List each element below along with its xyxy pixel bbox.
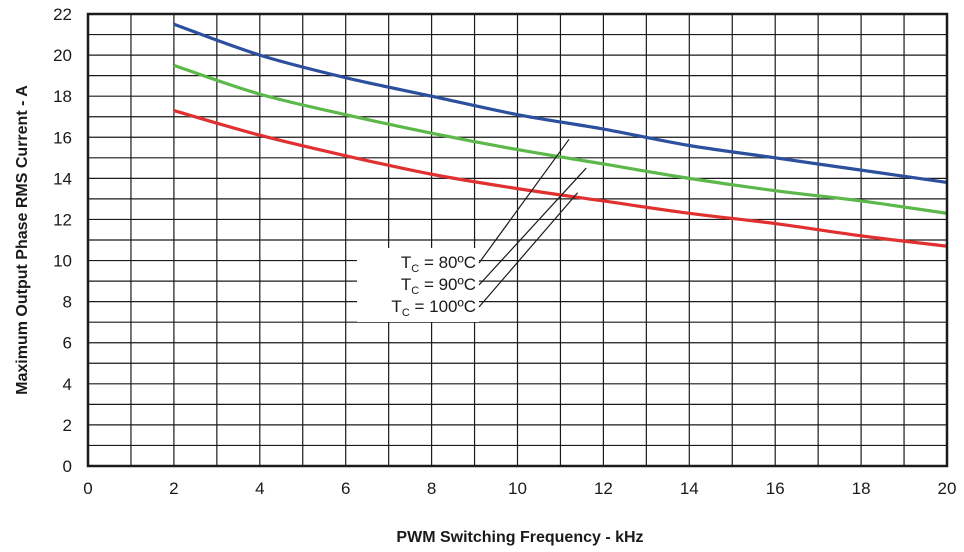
y-tick-labels: 0 2 4 6 8 10 12 14 16 18 20 22 <box>53 5 72 476</box>
y-tick-label: 0 <box>63 457 72 476</box>
x-tick-label: 2 <box>169 479 178 498</box>
y-tick-label: 16 <box>53 128 72 147</box>
x-tick-label: 8 <box>427 479 436 498</box>
x-tick-label: 6 <box>341 479 350 498</box>
y-tick-label: 8 <box>63 293 72 312</box>
x-tick-label: 14 <box>680 479 699 498</box>
y-tick-label: 6 <box>63 334 72 353</box>
y-tick-label: 10 <box>53 252 72 271</box>
series-line-3 <box>173 109 948 248</box>
annotation-label: TC = 90ºC <box>401 275 476 297</box>
x-tick-label: 0 <box>83 479 92 498</box>
annotation-leader-line <box>478 138 570 264</box>
annotation-leader-line <box>478 167 587 286</box>
y-tick-label: 22 <box>53 5 72 24</box>
y-tick-label: 20 <box>53 46 72 65</box>
x-axis-title: PWM Switching Frequency - kHz <box>396 529 643 546</box>
annotation-label: TC = 100ºC <box>391 297 476 319</box>
annotation-label: TC = 80ºC <box>401 253 476 275</box>
series-lines <box>173 22 948 248</box>
y-tick-label: 14 <box>53 169 72 188</box>
y-tick-label: 12 <box>53 210 72 229</box>
y-axis-title: Maximum Output Phase RMS Current - A <box>14 85 31 395</box>
annotation-leader-line <box>478 192 579 308</box>
y-tick-label: 4 <box>63 375 72 394</box>
y-tick-label: 2 <box>63 416 72 435</box>
annotation-label-box <box>357 248 479 322</box>
x-tick-labels: 0 2 4 6 8 10 12 14 16 18 20 <box>83 479 956 498</box>
series-line-2 <box>173 63 948 215</box>
series-line-1 <box>173 22 948 185</box>
x-tick-label: 18 <box>852 479 871 498</box>
plot-frame <box>86 12 949 468</box>
x-tick-label: 10 <box>508 479 527 498</box>
y-tick-label: 18 <box>53 87 72 106</box>
x-tick-label: 12 <box>594 479 613 498</box>
grid-lines <box>88 14 947 466</box>
x-tick-label: 4 <box>255 479 264 498</box>
x-tick-label: 20 <box>938 479 957 498</box>
x-tick-label: 16 <box>766 479 785 498</box>
